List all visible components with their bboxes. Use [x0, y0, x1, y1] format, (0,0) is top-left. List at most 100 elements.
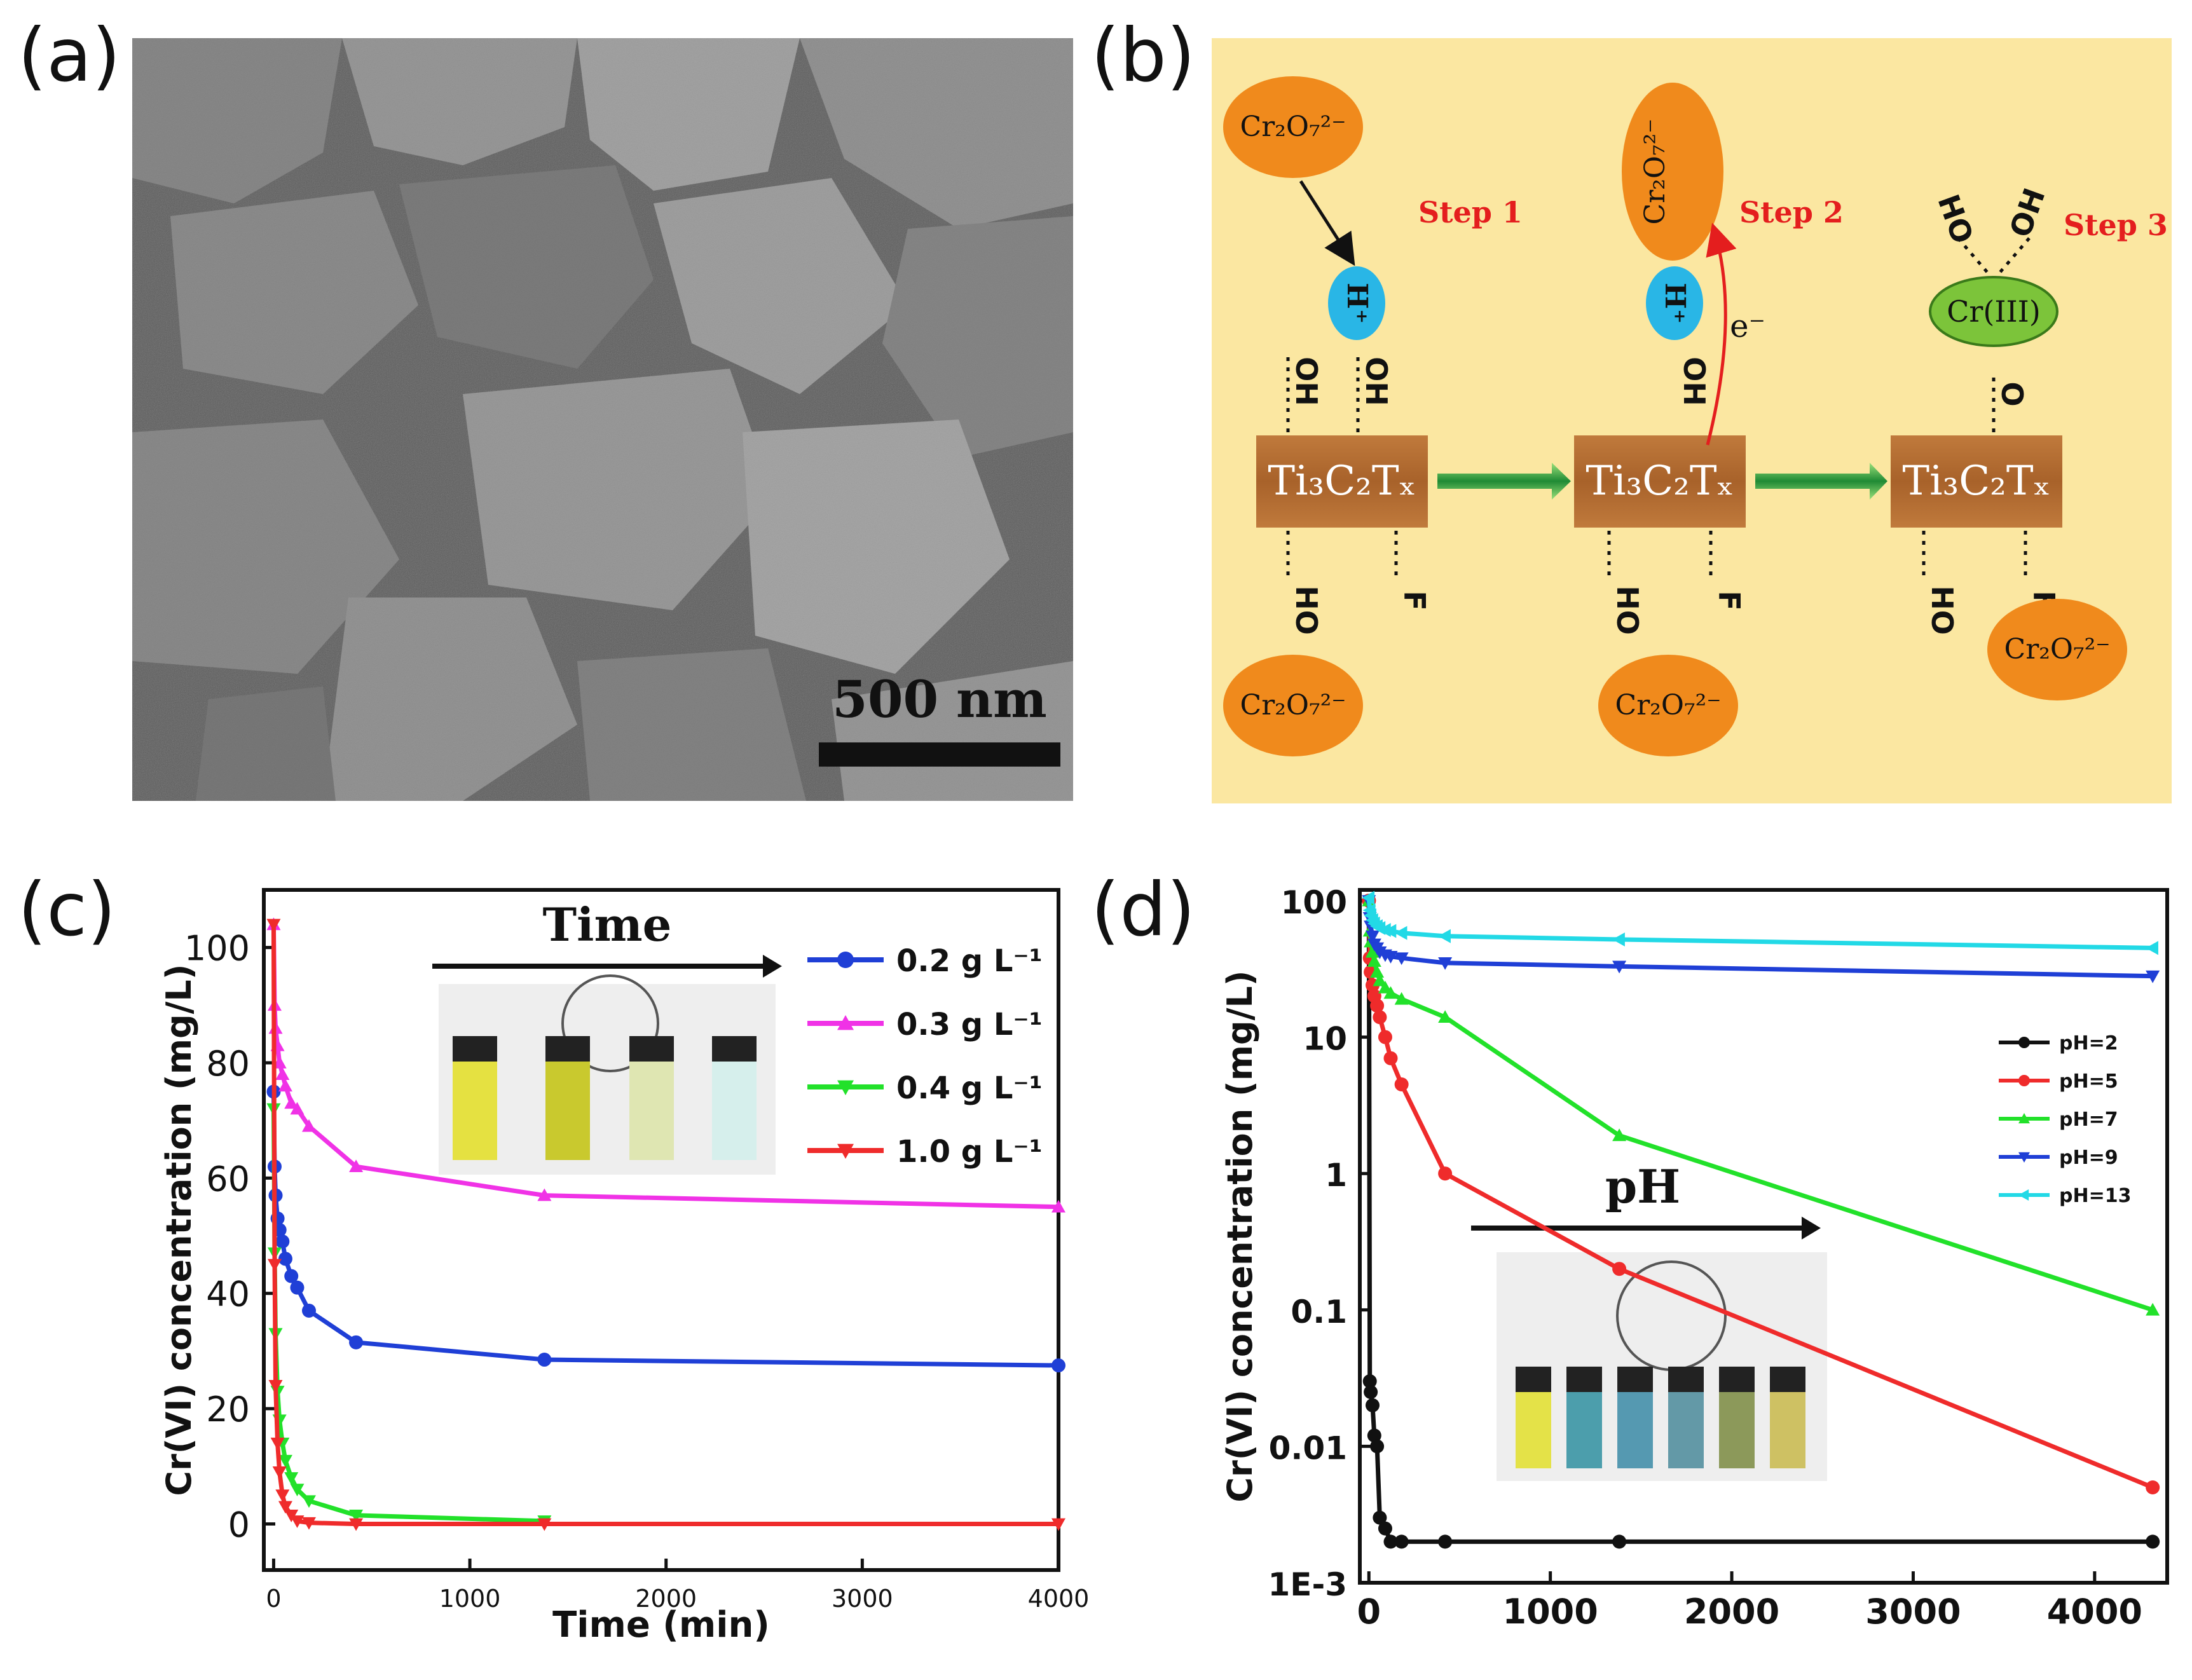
c-data-point — [290, 1484, 305, 1497]
sem-flakes: 500 nm — [132, 38, 1073, 801]
svg-text:Cr₂O₇²⁻: Cr₂O₇²⁻ — [1240, 111, 1346, 143]
oh-label: OH — [1677, 357, 1711, 406]
d-ytick-label: 100 — [1281, 884, 1347, 921]
c-data-point — [290, 1515, 305, 1528]
plot-d: 0 1000 2000 3000 4000 1E-3 0.01 0.1 1 10 100 pH pH… — [1220, 884, 2169, 1632]
d-data-point — [1438, 1534, 1453, 1549]
svg-text:Cr₂O₇²⁻: Cr₂O₇²⁻ — [1240, 689, 1346, 721]
panel-label-b: (b) — [1091, 13, 1196, 99]
step-1-label: Step 1 — [1418, 195, 1523, 229]
c-series-3 — [266, 919, 1065, 1531]
d-data-point — [2146, 1302, 2160, 1316]
c-xtick-label: 2000 — [635, 1585, 697, 1613]
d-data-point — [1394, 952, 1409, 966]
d-data-point — [1383, 1534, 1398, 1549]
ph-arrow-label: pH — [1605, 1159, 1680, 1213]
d-data-point — [1383, 950, 1398, 964]
dichromate-ion-bottom-3: Cr₂O₇²⁻ — [1987, 599, 2127, 700]
panel-label-c: (c) — [18, 867, 116, 953]
d-legend-item: pH=5 — [1999, 1070, 2118, 1093]
sem-image: 500 nm — [132, 38, 1073, 801]
c-data-point — [290, 1102, 305, 1115]
f-label: F — [1397, 591, 1432, 610]
d-ytick-label: 0.1 — [1291, 1294, 1347, 1330]
dichromate-ion-bottom-1: Cr₂O₇²⁻ — [1223, 655, 1363, 756]
c-data-point — [290, 1280, 305, 1295]
c-xtick-label: 4000 — [1028, 1585, 1090, 1613]
d-legend-marker — [2018, 1189, 2029, 1201]
dichromate-ion-top: Cr₂O₇²⁻ — [1223, 76, 1363, 178]
c-data-point — [266, 919, 281, 932]
c-data-point — [270, 1437, 285, 1451]
ho-label: HO — [1289, 585, 1324, 635]
c-ytick-label: 60 — [206, 1159, 250, 1199]
c-data-point — [278, 1501, 292, 1514]
c-legend-item: 0.2 g L⁻¹ — [807, 943, 1043, 979]
c-data-point — [284, 1096, 299, 1109]
d-ytick-label: 0.01 — [1269, 1430, 1347, 1466]
svg-text:Cr(III): Cr(III) — [1947, 294, 2041, 329]
mechanism-scheme: Ti₃C₂Tₓ Ti₃C₂Tₓ Ti₃C₂Tₓ — [1212, 38, 2172, 803]
d-data-point — [1438, 1166, 1453, 1181]
arrow-step-2-to-3 — [1755, 463, 1887, 500]
c-data-point — [1051, 1199, 1065, 1213]
c-data-point — [1051, 1358, 1065, 1373]
svg-text:Cr₂O₇²⁻: Cr₂O₇²⁻ — [1639, 119, 1671, 225]
svg-text:Cr₂O₇²⁻: Cr₂O₇²⁻ — [1615, 689, 1722, 721]
oh-label: OH — [1359, 357, 1394, 406]
d-xtick-label: 3000 — [1865, 1592, 1961, 1632]
c-legend-label: 0.4 g L⁻¹ — [896, 1070, 1043, 1106]
d-data-point — [2146, 970, 2160, 983]
vial — [1516, 1392, 1551, 1468]
c-data-point — [278, 1252, 292, 1266]
d-data-point — [1365, 1398, 1380, 1412]
c-data-point — [349, 1518, 364, 1531]
d-xtick-label: 2000 — [1684, 1592, 1779, 1632]
d-data-point — [1370, 1439, 1385, 1454]
c-legend-item: 0.4 g L⁻¹ — [807, 1070, 1043, 1106]
c-data-point — [301, 1303, 316, 1318]
vial — [1566, 1392, 1602, 1468]
vial-cap — [1770, 1367, 1805, 1392]
c-data-point — [278, 1079, 292, 1092]
svg-text:Ti₃C₂Tₓ: Ti₃C₂Tₓ — [1586, 458, 1734, 505]
c-data-point — [278, 1454, 292, 1468]
scale-bar — [819, 742, 1060, 767]
time-arrow-head — [763, 955, 782, 978]
c-data-point — [349, 1510, 364, 1522]
step-3-label: Step 3 — [2064, 208, 2168, 242]
vial-cap — [1668, 1367, 1704, 1392]
o-label: O — [1995, 381, 2029, 406]
c-ytick-label: 40 — [206, 1274, 250, 1315]
d-data-point — [1364, 1385, 1378, 1399]
c-legend-label: 0.2 g L⁻¹ — [896, 943, 1043, 979]
d-data-point — [1612, 932, 1625, 946]
d-data-point — [1438, 929, 1451, 943]
panel-label-a: (a) — [18, 13, 121, 99]
oh-label: OH — [1289, 357, 1324, 406]
c-legend-marker — [837, 1144, 854, 1159]
d-xtick-label: 0 — [1357, 1592, 1381, 1632]
d-data-point — [1394, 992, 1409, 1005]
c-data-point — [275, 1489, 290, 1503]
dichromate-ion-step2: Cr₂O₇²⁻ — [1622, 83, 1723, 261]
c-data-point — [349, 1159, 364, 1173]
d-legend-item: pH=9 — [1999, 1147, 2118, 1169]
d-data-point — [1383, 986, 1398, 999]
d-data-point — [2146, 941, 2158, 955]
adsorption-arrow — [1299, 180, 1355, 266]
panel-label-d: (d) — [1091, 867, 1196, 953]
c-ytick-label: 0 — [228, 1505, 250, 1545]
c-data-point — [275, 1234, 290, 1249]
mxene-slab-3: Ti₃C₂Tₓ — [1891, 435, 2062, 528]
d-legend-label: pH=13 — [2059, 1185, 2131, 1207]
c-data-point — [537, 1518, 552, 1531]
svg-text:H⁺: H⁺ — [1659, 283, 1691, 324]
c-legend-item: 1.0 g L⁻¹ — [807, 1134, 1043, 1170]
d-data-point — [1367, 1428, 1381, 1443]
vial — [1617, 1392, 1653, 1468]
d-data-point — [1612, 1262, 1627, 1276]
c-data-point — [537, 1188, 552, 1201]
vial — [1668, 1392, 1704, 1468]
inset-photo-d — [1497, 1252, 1827, 1481]
